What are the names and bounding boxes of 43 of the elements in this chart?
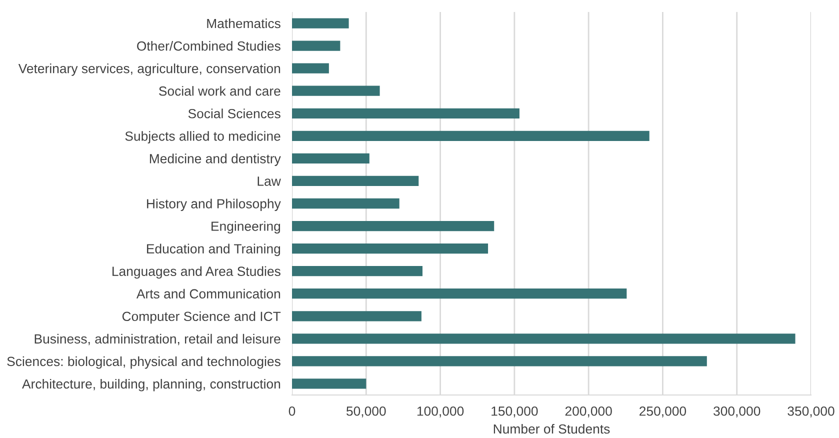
y-tick-label: Other/Combined Studies (137, 41, 280, 51)
bar (292, 334, 796, 344)
x-tick-label: 350,000 (788, 406, 834, 418)
y-tick-label: Education and Training (147, 244, 280, 256)
bar (292, 130, 650, 141)
y-tick-label: Mathematics (207, 18, 280, 28)
y-tick-label: Medicine and dentistry (150, 154, 281, 166)
bar (292, 378, 366, 389)
bar (292, 176, 419, 186)
bar (292, 18, 349, 28)
x-tick-label: 200,000 (565, 406, 612, 418)
y-tick-label: Law (258, 176, 281, 186)
x-axis-title: Number of Students (494, 424, 610, 434)
bar (292, 198, 400, 209)
x-tick-label: 250,000 (640, 406, 686, 418)
x-tick-label: 100,000 (417, 406, 464, 418)
x-tick-label: 300,000 (714, 406, 760, 418)
bar (292, 356, 707, 366)
bar (292, 86, 380, 96)
bar (292, 243, 488, 254)
bar (292, 108, 520, 118)
x-tick-label: 150,000 (492, 406, 538, 418)
y-tick-label: Languages and Area Studies (112, 266, 280, 279)
bar (292, 40, 340, 51)
y-tick-label: History and Philosophy (147, 198, 281, 212)
bar (292, 311, 422, 322)
x-tick-label: 50,000 (346, 406, 386, 418)
bar (292, 288, 627, 299)
x-tick-label: 0 (288, 406, 296, 416)
y-tick-label: Veterinary services, agriculture, conservation (18, 64, 280, 76)
y-tick-label: Business, administration, retail and leisure (34, 334, 280, 346)
y-tick-label: Social Sciences (188, 108, 280, 118)
y-tick-label: Social work and care (159, 86, 280, 96)
bar (292, 266, 422, 276)
y-tick-label: Arts and Communication (136, 288, 280, 299)
bar (292, 153, 370, 164)
y-tick-label: Subjects allied to medicine (125, 131, 280, 144)
y-tick-label: Sciences: biological, physical and technologies (7, 356, 280, 369)
y-tick-label: Computer Science and ICT (122, 311, 281, 324)
y-tick-label: Architecture, building, planning, construction (22, 378, 280, 392)
bar (292, 63, 329, 74)
y-tick-label: Engineering (212, 221, 280, 234)
bar (292, 220, 494, 232)
